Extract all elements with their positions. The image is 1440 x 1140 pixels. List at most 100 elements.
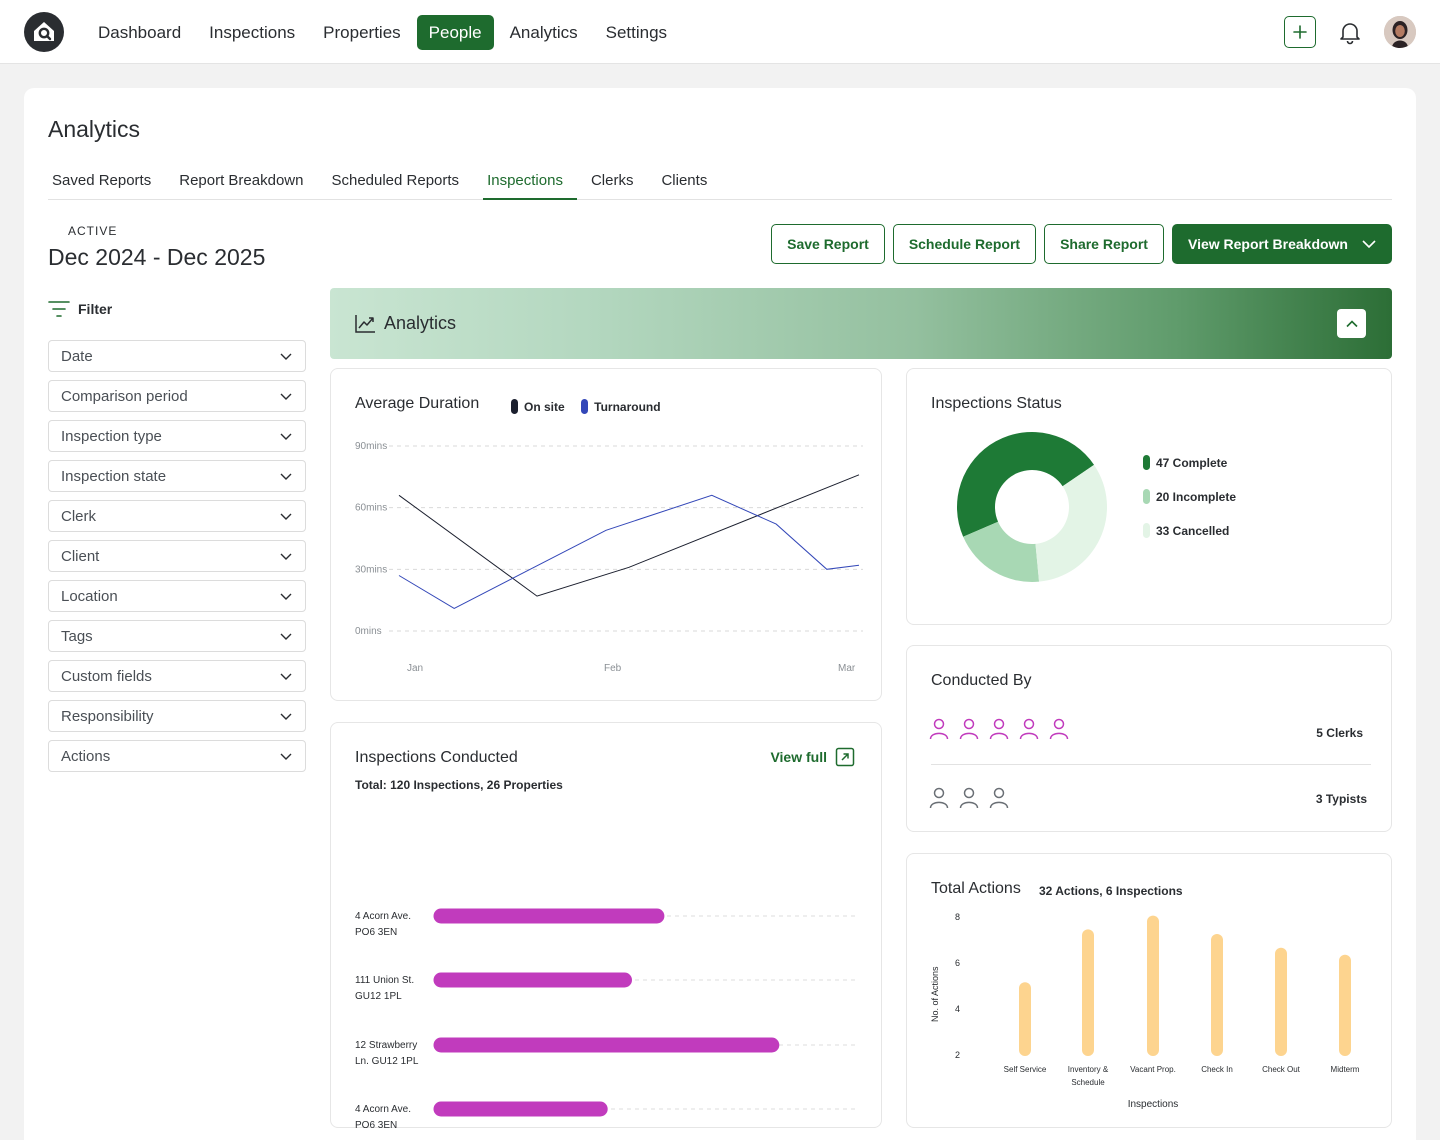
category-label: 111 Union St.	[355, 975, 414, 986]
filter-actions-dropdown[interactable]: Actions	[48, 740, 306, 772]
conducted-by-card: Conducted By 5 Clerks 3 Typists	[906, 645, 1392, 832]
series-line-turnaround	[398, 494, 860, 609]
filter-custom-fields-dropdown[interactable]: Custom fields	[48, 660, 306, 692]
clerks-icons	[929, 718, 1069, 740]
analytics-tabs: Saved Reports Report Breakdown Scheduled R…	[48, 162, 1392, 200]
filter-label: Clerk	[61, 507, 97, 525]
filter-clerk-dropdown[interactable]: Clerk	[48, 500, 306, 532]
category-label: GU12 1PL	[355, 991, 402, 1002]
legend-label-complete: 47 Complete	[1156, 456, 1228, 470]
filter-label: Tags	[61, 627, 93, 645]
filter-label: Inspection state	[61, 467, 167, 485]
chevron-down-icon	[280, 353, 292, 360]
nav-item-inspections[interactable]: Inspections	[209, 23, 296, 42]
filter-heading[interactable]: Filter	[48, 300, 112, 318]
nav-item-settings[interactable]: Settings	[605, 23, 668, 42]
tab-scheduled-reports[interactable]: Scheduled Reports	[331, 172, 460, 189]
nav-item-properties[interactable]: Properties	[323, 23, 401, 42]
nav-item-analytics[interactable]: Analytics	[509, 23, 578, 42]
inspections-status-title: Inspections Status	[931, 395, 1062, 412]
donut-slice-incomplete	[963, 521, 1040, 582]
filter-inspection-type-dropdown[interactable]: Inspection type	[48, 420, 306, 452]
nav-item-people[interactable]: People	[416, 15, 494, 50]
share-report-button[interactable]: Share Report	[1044, 224, 1164, 264]
chevron-down-icon	[280, 473, 292, 480]
filter-label: Client	[61, 547, 100, 565]
category-label: Ln. GU12 1PL	[355, 1056, 419, 1067]
filter-location-dropdown[interactable]: Location	[48, 580, 306, 612]
category-label: Midterm	[1331, 1065, 1360, 1074]
person-icon	[1019, 718, 1039, 740]
category-label: 4 Acorn Ave.	[355, 911, 411, 922]
user-avatar[interactable]	[1384, 16, 1416, 48]
typists-count: 3 Typists	[1315, 792, 1367, 806]
x-tick-label: Mar	[838, 663, 856, 674]
banner-title-text: Analytics	[384, 313, 457, 333]
donut-slice-complete	[957, 432, 1095, 537]
total-actions-subtitle: 32 Actions, 6 Inspections	[1039, 884, 1183, 898]
chevron-down-icon	[280, 633, 292, 640]
average-duration-legend: On site Turnaround	[511, 398, 661, 416]
average-duration-chart: 0mins 30mins 60mins 90mins Jan Feb Mar	[355, 441, 863, 674]
clerks-count: 5 Clerks	[1316, 726, 1363, 740]
total-actions-title: Total Actions	[931, 880, 1021, 897]
category-label: PO6 3EN	[355, 1120, 397, 1129]
filter-label: Responsibility	[61, 707, 154, 725]
x-tick-label: Feb	[604, 663, 622, 674]
category-label: Check Out	[1262, 1065, 1301, 1074]
legend-label-on-site: On site	[524, 400, 565, 414]
report-actions: Save Report Schedule Report Share Report…	[771, 224, 1392, 264]
top-nav-bar: Dashboard Inspections Properties People Anal…	[0, 0, 1440, 64]
page-title: Analytics	[48, 116, 141, 142]
schedule-report-button[interactable]: Schedule Report	[892, 224, 1037, 264]
total-actions-card: Total Actions 32 Actions, 6 Inspections …	[906, 853, 1392, 1128]
save-report-button[interactable]: Save Report	[771, 224, 885, 264]
tab-clients[interactable]: Clients	[661, 172, 708, 189]
filter-client-dropdown[interactable]: Client	[48, 540, 306, 572]
y-tick-label: 2	[955, 1050, 960, 1060]
tab-inspections[interactable]: Inspections	[483, 162, 577, 200]
collapse-button[interactable]	[1337, 309, 1366, 338]
tab-report-breakdown[interactable]: Report Breakdown	[179, 172, 304, 189]
conducted-by-title: Conducted By	[931, 672, 1032, 689]
status-legend: 47 Complete 20 Incomplete 33 Cancelled	[1143, 454, 1236, 540]
view-full-link[interactable]: View full	[770, 747, 855, 767]
legend-label-turnaround: Turnaround	[594, 400, 661, 414]
category-label: Inventory &	[1068, 1065, 1109, 1074]
chevron-down-icon	[280, 593, 292, 600]
filter-list: Date Comparison period Inspection type Insp…	[48, 340, 306, 780]
notifications-bell-icon[interactable]	[1337, 19, 1363, 50]
filter-label: Inspection type	[61, 427, 162, 445]
chevron-down-icon	[280, 553, 292, 560]
legend-label-incomplete: 20 Incomplete	[1156, 490, 1237, 504]
chevron-up-icon	[1345, 319, 1358, 327]
filter-inspection-state-dropdown[interactable]: Inspection state	[48, 460, 306, 492]
filter-comparison-period-dropdown[interactable]: Comparison period	[48, 380, 306, 412]
category-label: Check In	[1201, 1065, 1233, 1074]
add-button[interactable]	[1284, 16, 1316, 48]
tab-clerks[interactable]: Clerks	[590, 172, 634, 189]
filter-responsibility-dropdown[interactable]: Responsibility	[48, 700, 306, 732]
person-icon	[959, 718, 979, 740]
filter-label: Actions	[61, 747, 111, 765]
view-report-breakdown-label: View Report Breakdown	[1187, 236, 1348, 252]
tab-saved-reports[interactable]: Saved Reports	[52, 172, 152, 189]
status-legend-item: 20 Incomplete	[1143, 488, 1236, 506]
filter-label: Custom fields	[61, 667, 152, 685]
view-report-breakdown-button[interactable]: View Report Breakdown	[1171, 224, 1392, 264]
chevron-down-icon	[280, 393, 292, 400]
series-line-on-site	[398, 474, 860, 597]
filter-tags-dropdown[interactable]: Tags	[48, 620, 306, 652]
home-logo-icon[interactable]	[24, 12, 64, 52]
y-tick-label: 6	[955, 958, 960, 968]
y-tick-label: 60mins	[355, 503, 387, 514]
category-label: 4 Acorn Ave.	[355, 1104, 411, 1115]
chevron-down-icon	[280, 713, 292, 720]
inspections-conducted-card: Inspections Conducted Total: 120 Inspect…	[330, 722, 882, 1129]
inspections-conducted-title: Inspections Conducted	[355, 749, 518, 766]
y-tick-label: 8	[955, 912, 960, 922]
nav-item-dashboard[interactable]: Dashboard	[98, 23, 182, 42]
inspections-conducted-chart: 4 Acorn Ave. PO6 3EN 111 Union St. GU12 1PL…	[355, 908, 859, 1129]
filter-date-dropdown[interactable]: Date	[48, 340, 306, 372]
filter-label: Date	[61, 347, 93, 365]
